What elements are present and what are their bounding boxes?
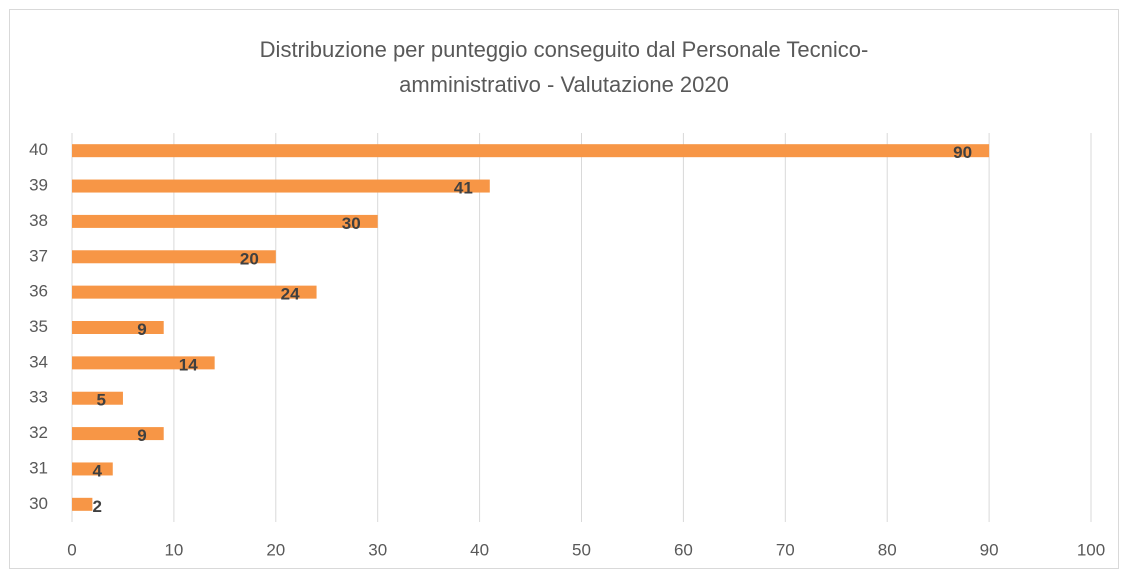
x-tick-label: 70 <box>776 540 795 559</box>
bar <box>72 497 93 511</box>
bar <box>72 356 215 370</box>
bar <box>72 391 123 405</box>
y-tick-label: 38 <box>29 211 48 230</box>
y-tick-label: 40 <box>29 140 48 159</box>
x-tick-label: 90 <box>980 540 999 559</box>
chart-title: amministrativo - Valutazione 2020 <box>399 72 729 97</box>
value-label: 2 <box>93 497 102 516</box>
chart-title: Distribuzione per punteggio conseguito d… <box>260 37 869 62</box>
bar <box>72 144 990 158</box>
value-label: 20 <box>240 249 259 268</box>
bar <box>72 285 317 299</box>
value-label: 9 <box>137 320 146 339</box>
y-tick-label: 36 <box>29 282 48 301</box>
y-tick-label: 33 <box>29 388 48 407</box>
x-tick-label: 30 <box>368 540 387 559</box>
x-tick-label: 40 <box>470 540 489 559</box>
value-label: 4 <box>93 461 103 480</box>
x-tick-label: 0 <box>67 540 76 559</box>
y-tick-label: 34 <box>29 352 48 371</box>
x-tick-label: 80 <box>878 540 897 559</box>
value-label: 24 <box>281 285 300 304</box>
bar <box>72 321 164 334</box>
x-tick-label: 20 <box>266 540 285 559</box>
y-tick-label: 39 <box>29 176 48 195</box>
y-tick-label: 35 <box>29 317 48 336</box>
value-label: 90 <box>953 143 972 162</box>
value-label: 5 <box>96 391 105 410</box>
value-label: 30 <box>342 214 361 233</box>
x-tick-label: 50 <box>572 540 591 559</box>
bar <box>72 427 164 441</box>
value-label: 9 <box>137 426 146 445</box>
bar <box>72 214 378 228</box>
bar <box>72 462 113 476</box>
y-tick-label: 30 <box>29 494 48 513</box>
bar <box>72 179 490 193</box>
x-tick-label: 60 <box>674 540 693 559</box>
value-label: 14 <box>179 355 198 374</box>
y-tick-label: 32 <box>29 423 48 442</box>
x-tick-label: 10 <box>164 540 183 559</box>
y-tick-label: 37 <box>29 246 48 265</box>
value-label: 41 <box>454 179 473 198</box>
x-tick-label: 100 <box>1077 540 1105 559</box>
bar <box>72 250 276 264</box>
y-tick-label: 31 <box>29 458 48 477</box>
